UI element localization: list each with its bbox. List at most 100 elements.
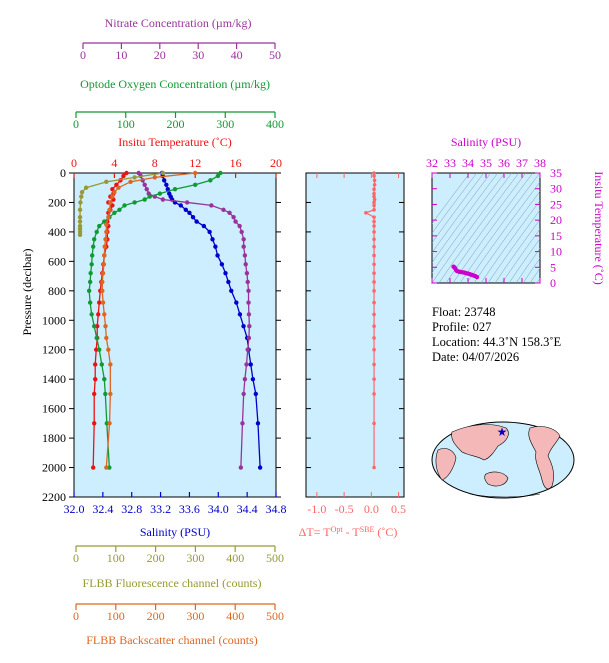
fluorescence-tick-label: 400 (226, 551, 244, 565)
location: Location: 44.3˚N 158.3˚E (432, 335, 562, 349)
salinity-point (201, 223, 207, 229)
ts-isopycnal (508, 238, 540, 283)
dt-point (372, 253, 376, 258)
ts-temperature-tick-label: 10 (550, 245, 562, 259)
ts-salinity-tick-label: 34 (462, 156, 474, 170)
salinity-point (213, 244, 218, 249)
salinity-tick-label: 34.0 (208, 502, 229, 516)
pressure-tick-label: 0 (60, 166, 66, 180)
ts-isopycnal (515, 247, 540, 283)
nitrate-concentration-point (246, 335, 252, 341)
temperature-tick-label: 20 (270, 156, 282, 170)
ts-isopycnal (494, 219, 540, 283)
flbb-backscatter-channel-point (106, 347, 111, 352)
insitu-temperature-point (94, 347, 99, 352)
ts-isopycnal (529, 267, 540, 283)
dt-point (372, 200, 376, 205)
ts-isopycnal (445, 173, 527, 283)
ts-isopycnal (480, 200, 540, 283)
flbb-backscatter-channel-point (102, 244, 107, 249)
backscatter-tick-label: 0 (73, 609, 79, 623)
flbb-backscatter-channel-point (110, 194, 115, 199)
optode-oxygen-concentration-point (97, 223, 102, 229)
salinity-point (183, 207, 189, 213)
salinity-tick-label: 32.0 (64, 502, 85, 516)
insitu-temperature-point (124, 170, 129, 176)
dt-point (372, 191, 376, 196)
pressure-tick-label: 2000 (42, 461, 66, 475)
nitrate-concentration-point (241, 237, 246, 242)
dt-point (372, 219, 376, 224)
salinity-point (226, 279, 231, 285)
optode-oxygen-concentration-point (86, 288, 92, 294)
nitrate-concentration-point (240, 421, 245, 426)
flbb-fluorescence-channel-point (83, 185, 89, 190)
dt-point (372, 182, 377, 187)
insitu-temperature-point (96, 312, 101, 317)
flbb-fluorescence-channel-point (160, 170, 166, 176)
optode-oxygen-concentration-point (193, 182, 198, 187)
map-land-americas (528, 426, 561, 490)
nitrate-concentration-point (244, 270, 250, 276)
float-location-marker: ★ (497, 425, 508, 439)
dt-point (372, 465, 376, 470)
ts-salinity-tick-label: 35 (480, 156, 492, 170)
ts-plot-area (431, 172, 541, 284)
backscatter-tick-label: 400 (226, 609, 244, 623)
ts-temperature-tick-label: 20 (550, 213, 562, 227)
flbb-backscatter-channel-point (102, 253, 107, 258)
oxygen-tick-label: 0 (73, 117, 79, 131)
backscatter-tick-label: 100 (107, 609, 125, 623)
salinity-point (178, 203, 183, 208)
pressure-tick-label: 1600 (42, 402, 66, 416)
ts-temperature-axis-label: Insitu Temperature (˚C) (592, 171, 606, 285)
nitrate-concentration-point (184, 200, 190, 205)
dt-point (372, 271, 376, 275)
optode-oxygen-concentration-point (157, 191, 163, 196)
ts-point (474, 274, 480, 280)
map-land-antarctica (469, 493, 541, 498)
flbb-backscatter-channel-point (103, 237, 108, 242)
dt-point (372, 174, 376, 178)
ts-temperature-tick-label: 25 (550, 197, 562, 211)
nitrate-tick-label: 40 (231, 48, 243, 62)
flbb-fluorescence-channel-point (77, 207, 83, 213)
ts-temperature-tick-label: 15 (550, 229, 562, 243)
backscatter-tick-label: 300 (186, 609, 204, 623)
fluorescence-tick-label: 500 (266, 551, 284, 565)
dt-point (372, 230, 376, 234)
flbb-fluorescence-channel-point (132, 175, 137, 180)
dt-point (372, 171, 376, 175)
dt-tick-label: 0.5 (391, 502, 406, 516)
flbb-fluorescence-channel-point (77, 214, 83, 220)
map-land-asia (451, 424, 509, 461)
optode-oxygen-concentration-point (117, 207, 122, 213)
ts-salinity-tick-label: 32 (426, 156, 438, 170)
insitu-temperature-point (92, 421, 97, 426)
temperature-tick-label: 8 (152, 156, 158, 170)
pressure-tick-label: 400 (48, 225, 66, 239)
dt-point (372, 312, 376, 317)
salinity-point (250, 376, 256, 382)
pressure-tick-label: 1200 (42, 343, 66, 357)
oxygen-tick-label: 400 (266, 117, 284, 131)
insitu-temperature-point (93, 362, 98, 367)
flbb-backscatter-channel-point (101, 262, 107, 267)
pressure-tick-label: 200 (48, 195, 66, 209)
flbb-backscatter-channel-point (104, 229, 109, 235)
optode-oxygen-concentration-point (103, 391, 108, 397)
insitu-temperature-point (92, 391, 97, 397)
dt-point (372, 347, 376, 352)
ts-isopycnal (487, 209, 540, 283)
salinity-point (219, 262, 225, 267)
optode-oxygen-concentration-point (87, 279, 93, 285)
nitrate-concentration-point (242, 376, 248, 382)
insitu-temperature-point (90, 465, 96, 470)
dt-point (372, 237, 376, 242)
ts-isopycnal (432, 173, 485, 244)
salinity-tick-label: 34.4 (237, 502, 258, 516)
flbb-fluorescence-channel-point (104, 179, 109, 185)
temperature-tick-label: 16 (230, 156, 242, 170)
insitu-temperature-point (95, 323, 100, 329)
